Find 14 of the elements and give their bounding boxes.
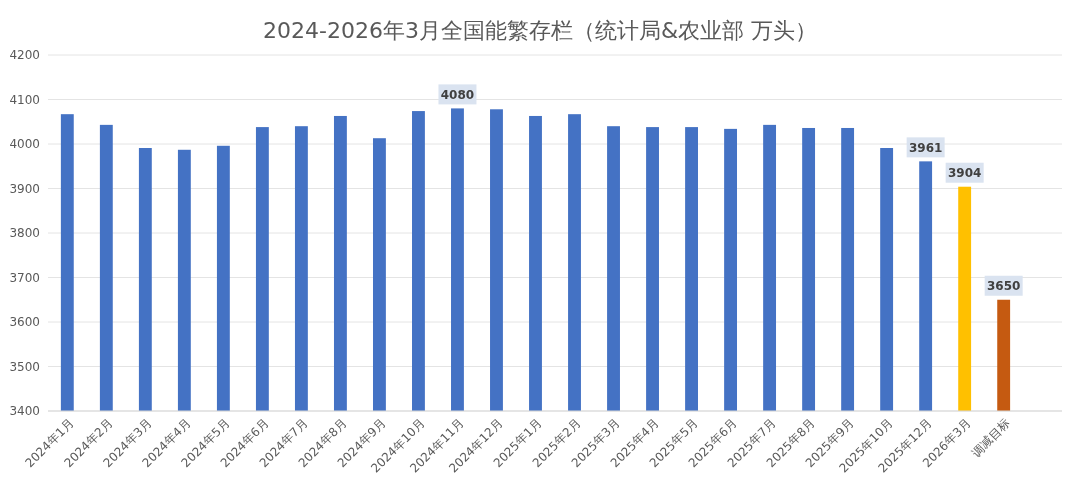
y-tick-label: 4100 [9, 92, 40, 107]
data-label: 3904 [947, 165, 982, 180]
data-label: 3650 [986, 278, 1021, 293]
y-tick-label: 3500 [9, 359, 40, 374]
y-tick-label: 3400 [9, 404, 40, 419]
chart-title: 2024-2026年3月全国能繁存栏（统计局&农业部 万头） [262, 18, 818, 43]
data-label: 4080 [440, 87, 475, 102]
y-tick-label: 3700 [9, 270, 40, 285]
y-tick-label: 3600 [9, 315, 40, 330]
y-tick-label: 4200 [9, 48, 40, 63]
y-tick-label: 3900 [9, 181, 40, 196]
y-tick-label: 4000 [9, 137, 40, 152]
data-label: 3961 [908, 140, 943, 155]
y-tick-label: 3800 [9, 226, 40, 241]
